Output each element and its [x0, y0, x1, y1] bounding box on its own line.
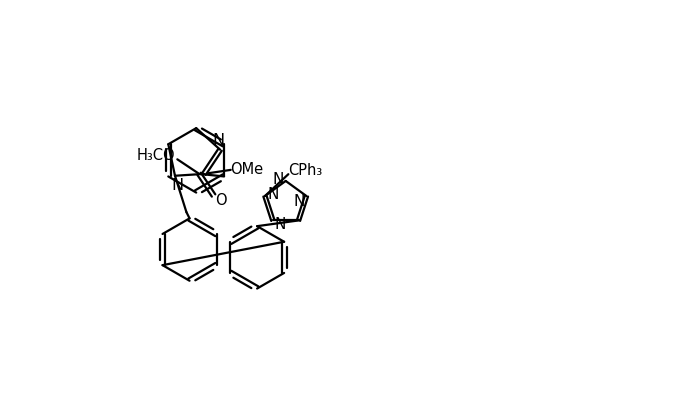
- Text: N: N: [213, 133, 224, 148]
- Text: H₃CO: H₃CO: [136, 148, 175, 163]
- Text: OMe: OMe: [230, 162, 263, 177]
- Text: N: N: [274, 217, 286, 232]
- Text: N: N: [293, 194, 305, 209]
- Text: N: N: [172, 178, 183, 193]
- Text: O: O: [215, 193, 226, 208]
- Text: N: N: [272, 173, 284, 188]
- Text: N: N: [267, 188, 278, 202]
- Text: CPh₃: CPh₃: [288, 163, 322, 178]
